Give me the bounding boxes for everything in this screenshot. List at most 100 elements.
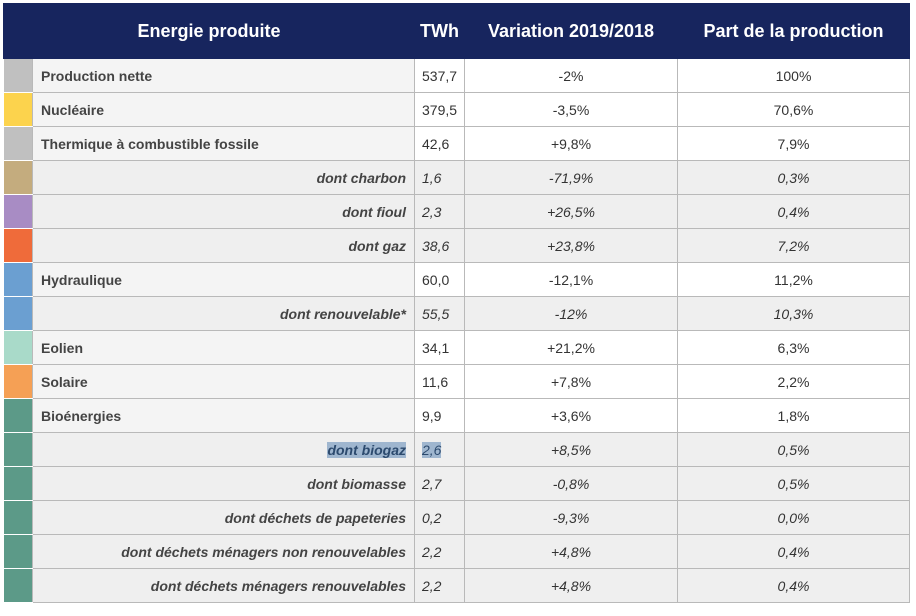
table-row: Eolien 34,1 +21,2% 6,3% [3,330,910,365]
energy-label-cell[interactable]: Bioénergies [32,398,415,433]
energy-label-cell[interactable]: dont gaz [32,228,415,263]
energy-label-cell[interactable]: Production nette [32,58,415,93]
variation-cell[interactable]: -0,8% [464,466,678,501]
table-row: Production nette 537,7 -2% 100% [3,58,910,93]
share-cell[interactable]: 0,3% [677,160,910,195]
twh-cell-text: 537,7 [422,67,458,84]
variation-cell[interactable]: +9,8% [464,126,678,161]
share-cell[interactable]: 10,3% [677,296,910,331]
variation-cell[interactable]: -12% [464,296,678,331]
share-cell[interactable]: 0,0% [677,500,910,535]
energy-label-cell[interactable]: Nucléaire [32,92,415,127]
share-cell[interactable]: 0,4% [677,568,910,603]
twh-cell[interactable]: 379,5 [414,92,465,127]
twh-cell-text: 60,0 [422,271,450,288]
table-row: Solaire 11,6 +7,8% 2,2% [3,364,910,399]
energy-label-cell[interactable]: dont déchets ménagers renouvelables [32,568,415,603]
variation-cell[interactable]: -9,3% [464,500,678,535]
variation-cell[interactable]: -2% [464,58,678,93]
share-cell[interactable]: 1,8% [677,398,910,433]
variation-cell-text: -2% [558,67,584,84]
share-cell-text: 70,6% [773,101,814,118]
variation-cell-text: +9,8% [550,135,592,152]
share-cell[interactable]: 100% [677,58,910,93]
twh-cell-text: 38,6 [422,237,450,254]
share-cell[interactable]: 70,6% [677,92,910,127]
variation-cell[interactable]: -3,5% [464,92,678,127]
energy-label-cell[interactable]: Eolien [32,330,415,365]
twh-cell-text: 42,6 [422,135,450,152]
variation-cell[interactable]: +23,8% [464,228,678,263]
share-cell[interactable]: 0,4% [677,534,910,569]
energy-label-cell-text: Production nette [41,67,153,84]
variation-cell[interactable]: -71,9% [464,160,678,195]
energy-label-cell[interactable]: dont charbon [32,160,415,195]
share-cell[interactable]: 11,2% [677,262,910,297]
table-row: dont déchets ménagers non renouvelables 2… [3,534,910,569]
twh-cell[interactable]: 60,0 [414,262,465,297]
energy-label-cell[interactable]: dont déchets ménagers non renouvelables [32,534,415,569]
energy-label-cell-text: Bioénergies [41,407,122,424]
energy-label-cell[interactable]: Thermique à combustible fossile [32,126,415,161]
share-cell[interactable]: 0,5% [677,432,910,467]
twh-cell[interactable]: 537,7 [414,58,465,93]
energy-label-cell[interactable]: dont déchets de papeteries [32,500,415,535]
energy-label-cell-text: Solaire [41,373,88,390]
share-cell[interactable]: 7,2% [677,228,910,263]
variation-cell[interactable]: +8,5% [464,432,678,467]
variation-cell[interactable]: +4,8% [464,568,678,603]
energy-label-cell-text: dont déchets ménagers renouvelables [150,577,406,594]
share-cell[interactable]: 0,4% [677,194,910,229]
energy-label-cell[interactable]: Solaire [32,364,415,399]
share-cell[interactable]: 0,5% [677,466,910,501]
share-cell-text: 10,3% [773,305,814,322]
twh-cell-text: 55,5 [422,305,450,322]
variation-cell[interactable]: +4,8% [464,534,678,569]
energy-label-cell-text: Thermique à combustible fossile [41,135,259,152]
twh-cell[interactable]: 11,6 [414,364,465,399]
variation-cell-text: -12,1% [548,271,594,288]
table-row: Bioénergies 9,9 +3,6% 1,8% [3,398,910,433]
twh-cell[interactable]: 55,5 [414,296,465,331]
energy-label-cell[interactable]: dont renouvelable* [32,296,415,331]
twh-cell[interactable]: 34,1 [414,330,465,365]
variation-cell-text: -9,3% [552,509,590,526]
twh-cell[interactable]: 2,3 [414,194,465,229]
color-swatch [3,534,33,569]
twh-cell[interactable]: 42,6 [414,126,465,161]
twh-cell[interactable]: 2,2 [414,568,465,603]
share-cell-text: 1,8% [777,407,810,424]
energy-label-cell[interactable]: dont fioul [32,194,415,229]
twh-cell-text: 2,6 [422,441,442,458]
color-swatch [3,296,33,331]
energy-label-cell[interactable]: dont biomasse [32,466,415,501]
share-cell[interactable]: 7,9% [677,126,910,161]
share-cell[interactable]: 6,3% [677,330,910,365]
energy-label-cell[interactable]: dont biogaz [32,432,415,467]
table-row: Thermique à combustible fossile 42,6 +9,8%… [3,126,910,161]
energy-table: Energie produite TWh Variation 2019/2018… [3,3,910,603]
share-cell[interactable]: 2,2% [677,364,910,399]
twh-cell-text: 34,1 [422,339,450,356]
variation-cell[interactable]: +21,2% [464,330,678,365]
table-row: dont fioul 2,3 +26,5% 0,4% [3,194,910,229]
twh-cell[interactable]: 2,7 [414,466,465,501]
variation-cell[interactable]: -12,1% [464,262,678,297]
twh-cell[interactable]: 2,2 [414,534,465,569]
twh-cell-text: 379,5 [422,101,458,118]
share-cell-text: 6,3% [777,339,810,356]
energy-label-cell-text: dont fioul [342,203,406,220]
variation-cell-text: +4,8% [550,577,592,594]
twh-cell[interactable]: 9,9 [414,398,465,433]
twh-cell[interactable]: 1,6 [414,160,465,195]
variation-cell[interactable]: +26,5% [464,194,678,229]
twh-cell[interactable]: 38,6 [414,228,465,263]
twh-cell[interactable]: 0,2 [414,500,465,535]
variation-cell[interactable]: +7,8% [464,364,678,399]
energy-label-cell[interactable]: Hydraulique [32,262,415,297]
share-cell-text: 0,0% [777,509,810,526]
variation-cell-text: +4,8% [550,543,592,560]
variation-cell[interactable]: +3,6% [464,398,678,433]
share-cell-text: 100% [775,67,812,84]
twh-cell[interactable]: 2,6 [414,432,465,467]
